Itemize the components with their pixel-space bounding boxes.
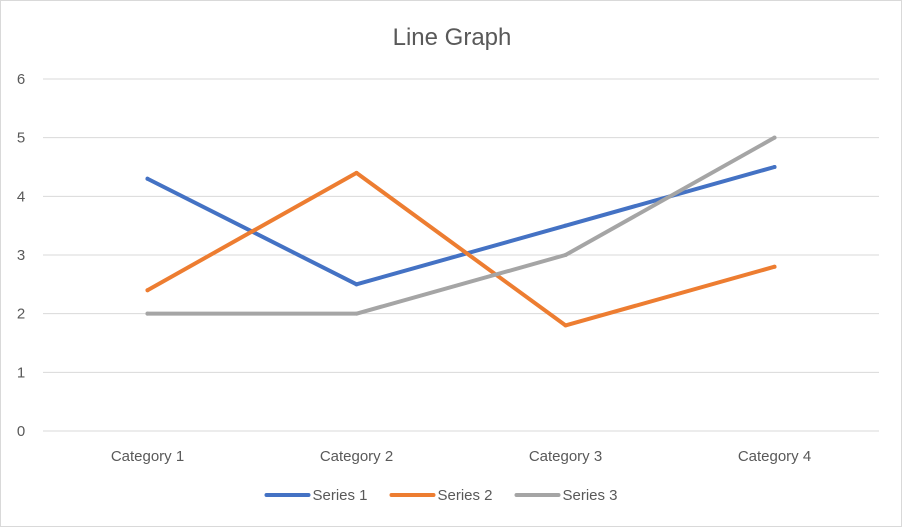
legend-item-1: Series 1 (264, 487, 368, 504)
series-line-2 (145, 170, 777, 328)
x-tick-label: Category 4 (738, 448, 811, 465)
y-tick-label: 4 (17, 188, 25, 205)
data-point (145, 311, 150, 316)
data-point (354, 311, 359, 316)
data-point (145, 176, 150, 181)
legend-label: Series 3 (563, 487, 618, 504)
x-axis-ticks: Category 1 Category 2 Category 3 Category 4 (111, 448, 811, 465)
data-point (354, 170, 359, 175)
x-tick-label: Category 1 (111, 448, 184, 465)
series-line-1 (145, 165, 777, 287)
y-tick-label: 3 (17, 247, 25, 264)
data-point (563, 223, 568, 228)
series-line-3 (145, 135, 777, 316)
legend-label: Series 1 (313, 487, 368, 504)
data-point (772, 264, 777, 269)
data-point (145, 288, 150, 293)
y-tick-label: 6 (17, 71, 25, 88)
data-point (354, 282, 359, 287)
y-tick-label: 5 (17, 130, 25, 147)
chart-title: Line Graph (393, 24, 512, 51)
x-tick-label: Category 2 (320, 448, 393, 465)
y-tick-label: 0 (17, 423, 25, 440)
legend-label: Series 2 (438, 487, 493, 504)
data-point (563, 323, 568, 328)
legend-item-3: Series 3 (514, 487, 618, 504)
data-point (772, 135, 777, 140)
legend: Series 1 Series 2 Series 3 (264, 487, 618, 504)
data-point (563, 253, 568, 257)
series-lines (145, 135, 777, 328)
legend-item-2: Series 2 (389, 487, 493, 504)
x-tick-label: Category 3 (529, 448, 602, 465)
data-point (772, 165, 777, 169)
y-tick-label: 1 (17, 364, 25, 381)
y-tick-label: 2 (17, 306, 25, 323)
y-axis-ticks: 0 1 2 3 4 5 6 (17, 71, 25, 440)
